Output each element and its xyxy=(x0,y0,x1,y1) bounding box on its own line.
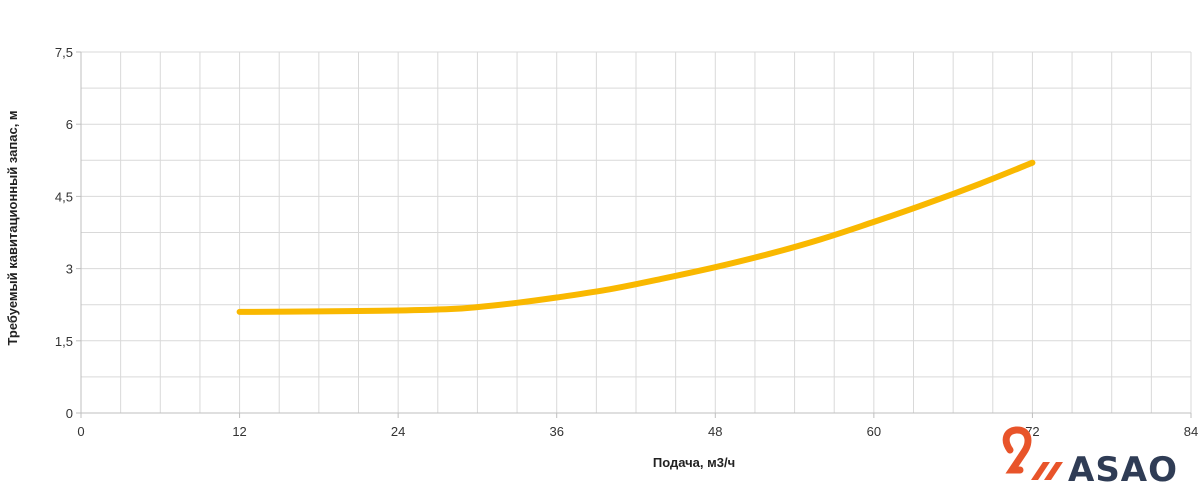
x-tick-label: 36 xyxy=(549,424,563,439)
y-tick-label: 6 xyxy=(66,117,73,132)
y-axis-title: Требуемый кавитационный запас, м xyxy=(5,110,20,345)
y-tick-label: 1,5 xyxy=(55,334,73,349)
y-tick-label: 7,5 xyxy=(55,45,73,60)
x-axis-title: Подача, м3/ч xyxy=(653,455,735,470)
asao-logo-mark-icon xyxy=(1002,426,1063,480)
y-tick-label: 4,5 xyxy=(55,189,73,204)
asao-logo: ASAO xyxy=(1002,426,1178,482)
series-group xyxy=(236,159,1036,315)
series-line xyxy=(236,159,1036,315)
grid xyxy=(81,51,1192,413)
x-tick-label: 24 xyxy=(391,424,405,439)
x-tick-label: 12 xyxy=(232,424,246,439)
x-tick-label: 48 xyxy=(708,424,722,439)
x-tick-label: 0 xyxy=(77,424,84,439)
y-tick-label: 3 xyxy=(66,262,73,277)
axes xyxy=(76,51,1192,418)
x-tick-label: 84 xyxy=(1184,424,1198,439)
asao-logo-text: ASAO xyxy=(1068,450,1178,482)
x-tick-label: 60 xyxy=(867,424,881,439)
y-tick-label: 0 xyxy=(66,406,73,421)
